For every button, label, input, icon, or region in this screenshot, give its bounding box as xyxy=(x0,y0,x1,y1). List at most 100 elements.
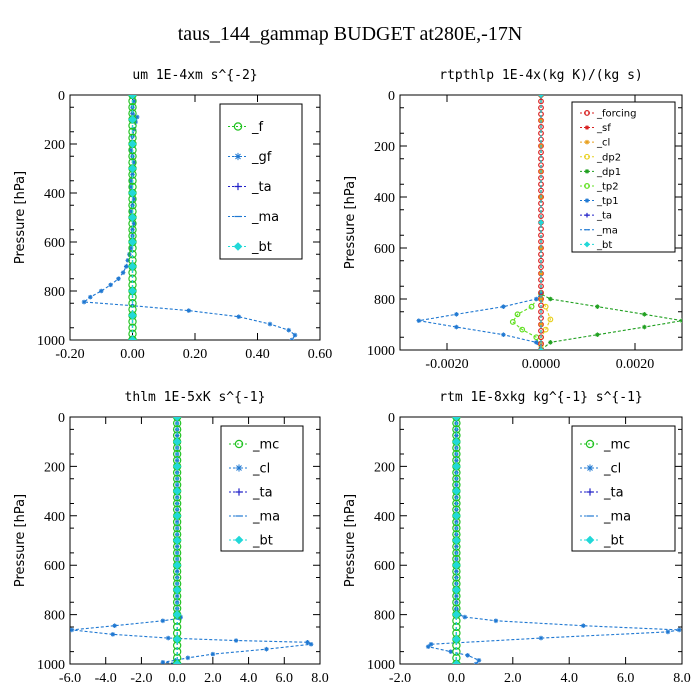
data-point xyxy=(172,462,182,471)
data-point xyxy=(131,160,137,165)
data-point xyxy=(534,296,539,302)
series-line xyxy=(418,95,542,350)
data-point xyxy=(128,335,137,340)
legend-marker xyxy=(233,122,243,131)
chart-panel: um 1E-4xm s^{-2} Pressure [hPa] 0 200 400 600… xyxy=(13,68,332,362)
legend-label: _ma xyxy=(603,510,631,525)
data-point xyxy=(538,334,544,341)
x-tick-label: 0.40 xyxy=(245,347,270,362)
legend-label: _sf xyxy=(596,123,611,134)
data-point xyxy=(160,618,166,624)
data-point xyxy=(501,332,506,337)
data-point xyxy=(454,569,459,574)
data-point xyxy=(537,219,545,226)
data-point xyxy=(452,585,461,595)
data-point xyxy=(128,286,137,296)
plot-area xyxy=(416,95,682,350)
data-point xyxy=(128,209,134,214)
data-point xyxy=(286,327,292,333)
plot-area xyxy=(70,417,314,664)
data-point xyxy=(452,560,461,570)
y-tick-label: 200 xyxy=(374,460,395,475)
data-point xyxy=(538,296,544,302)
data-point xyxy=(174,544,180,549)
y-axis-label: Pressure [hPa] xyxy=(13,494,28,587)
data-point xyxy=(174,433,180,438)
chart-panel: rtpthlp 1E-4x(kg K)/(kg s) Pressure [hPa]… xyxy=(343,68,683,372)
data-point xyxy=(452,634,461,644)
legend-marker xyxy=(585,439,595,449)
legend-marker xyxy=(584,125,590,130)
series-bt xyxy=(537,95,545,350)
data-point xyxy=(454,519,459,525)
legend: _mc _cl _ta _ma _bt xyxy=(571,425,676,552)
x-tick-label: -0.0020 xyxy=(425,357,468,372)
legend-label: _bt xyxy=(252,534,273,549)
y-tick-label: 600 xyxy=(374,559,395,574)
data-point xyxy=(264,646,269,652)
legend: _mc _cl _ta _ma _bt xyxy=(220,425,304,552)
legend-label: _mc xyxy=(252,438,279,453)
data-point xyxy=(642,324,647,330)
legend-marker xyxy=(583,241,591,248)
legend-marker xyxy=(234,439,244,449)
data-point xyxy=(172,560,182,570)
x-tick-label: -2.0 xyxy=(130,671,152,686)
legend-marker xyxy=(234,182,242,191)
x-tick-label: 2.0 xyxy=(504,671,522,686)
legend-label: _gf xyxy=(251,150,272,165)
data-point xyxy=(538,98,544,105)
data-point xyxy=(172,486,182,496)
data-point xyxy=(534,340,539,345)
series-bt xyxy=(128,95,137,340)
y-tick-label: 400 xyxy=(44,187,65,202)
data-point xyxy=(509,319,516,325)
data-point xyxy=(172,659,182,664)
legend-label: _cl xyxy=(603,462,621,477)
panels: um 1E-4xm s^{-2} Pressure [hPa] 0 200 400 600… xyxy=(13,68,691,686)
series-tp1 xyxy=(416,95,544,350)
data-point xyxy=(547,316,554,323)
data-point xyxy=(128,184,134,190)
legend-marker xyxy=(234,535,244,545)
data-point xyxy=(548,296,553,302)
legend-marker xyxy=(584,169,590,174)
data-point xyxy=(174,593,180,599)
data-point xyxy=(454,457,459,463)
data-point xyxy=(476,657,482,663)
legend-marker xyxy=(586,488,594,496)
data-point xyxy=(537,346,545,350)
data-point xyxy=(452,610,461,619)
legend-marker xyxy=(235,464,243,472)
legend-box xyxy=(220,425,304,552)
x-tick-label: -0.20 xyxy=(55,347,84,362)
data-point xyxy=(120,270,126,275)
data-point xyxy=(452,536,461,545)
legend-label: _tp2 xyxy=(596,181,619,192)
data-point xyxy=(210,651,216,657)
data-point xyxy=(233,638,239,643)
data-point xyxy=(172,437,182,447)
legend-marker xyxy=(233,242,243,251)
x-tick-label: -6.0 xyxy=(59,671,81,686)
data-point xyxy=(172,417,182,422)
data-point xyxy=(131,221,137,226)
legend-label: _ma xyxy=(252,510,280,525)
data-point xyxy=(128,115,137,124)
data-point xyxy=(128,311,137,320)
legend-label: _bt xyxy=(596,240,612,251)
legend-label: _dp2 xyxy=(596,152,621,163)
legend-label: _cl xyxy=(596,138,610,149)
data-point xyxy=(308,641,314,647)
data-point xyxy=(452,486,461,496)
data-point xyxy=(128,237,137,247)
data-point xyxy=(448,649,454,654)
data-point xyxy=(452,417,461,422)
data-point xyxy=(174,457,180,463)
y-tick-label: 800 xyxy=(44,285,65,300)
data-point xyxy=(174,569,180,574)
data-point xyxy=(454,312,459,317)
data-point xyxy=(416,318,422,323)
panel-title: um 1E-4xm s^{-2} xyxy=(132,68,257,83)
data-point xyxy=(112,623,117,629)
